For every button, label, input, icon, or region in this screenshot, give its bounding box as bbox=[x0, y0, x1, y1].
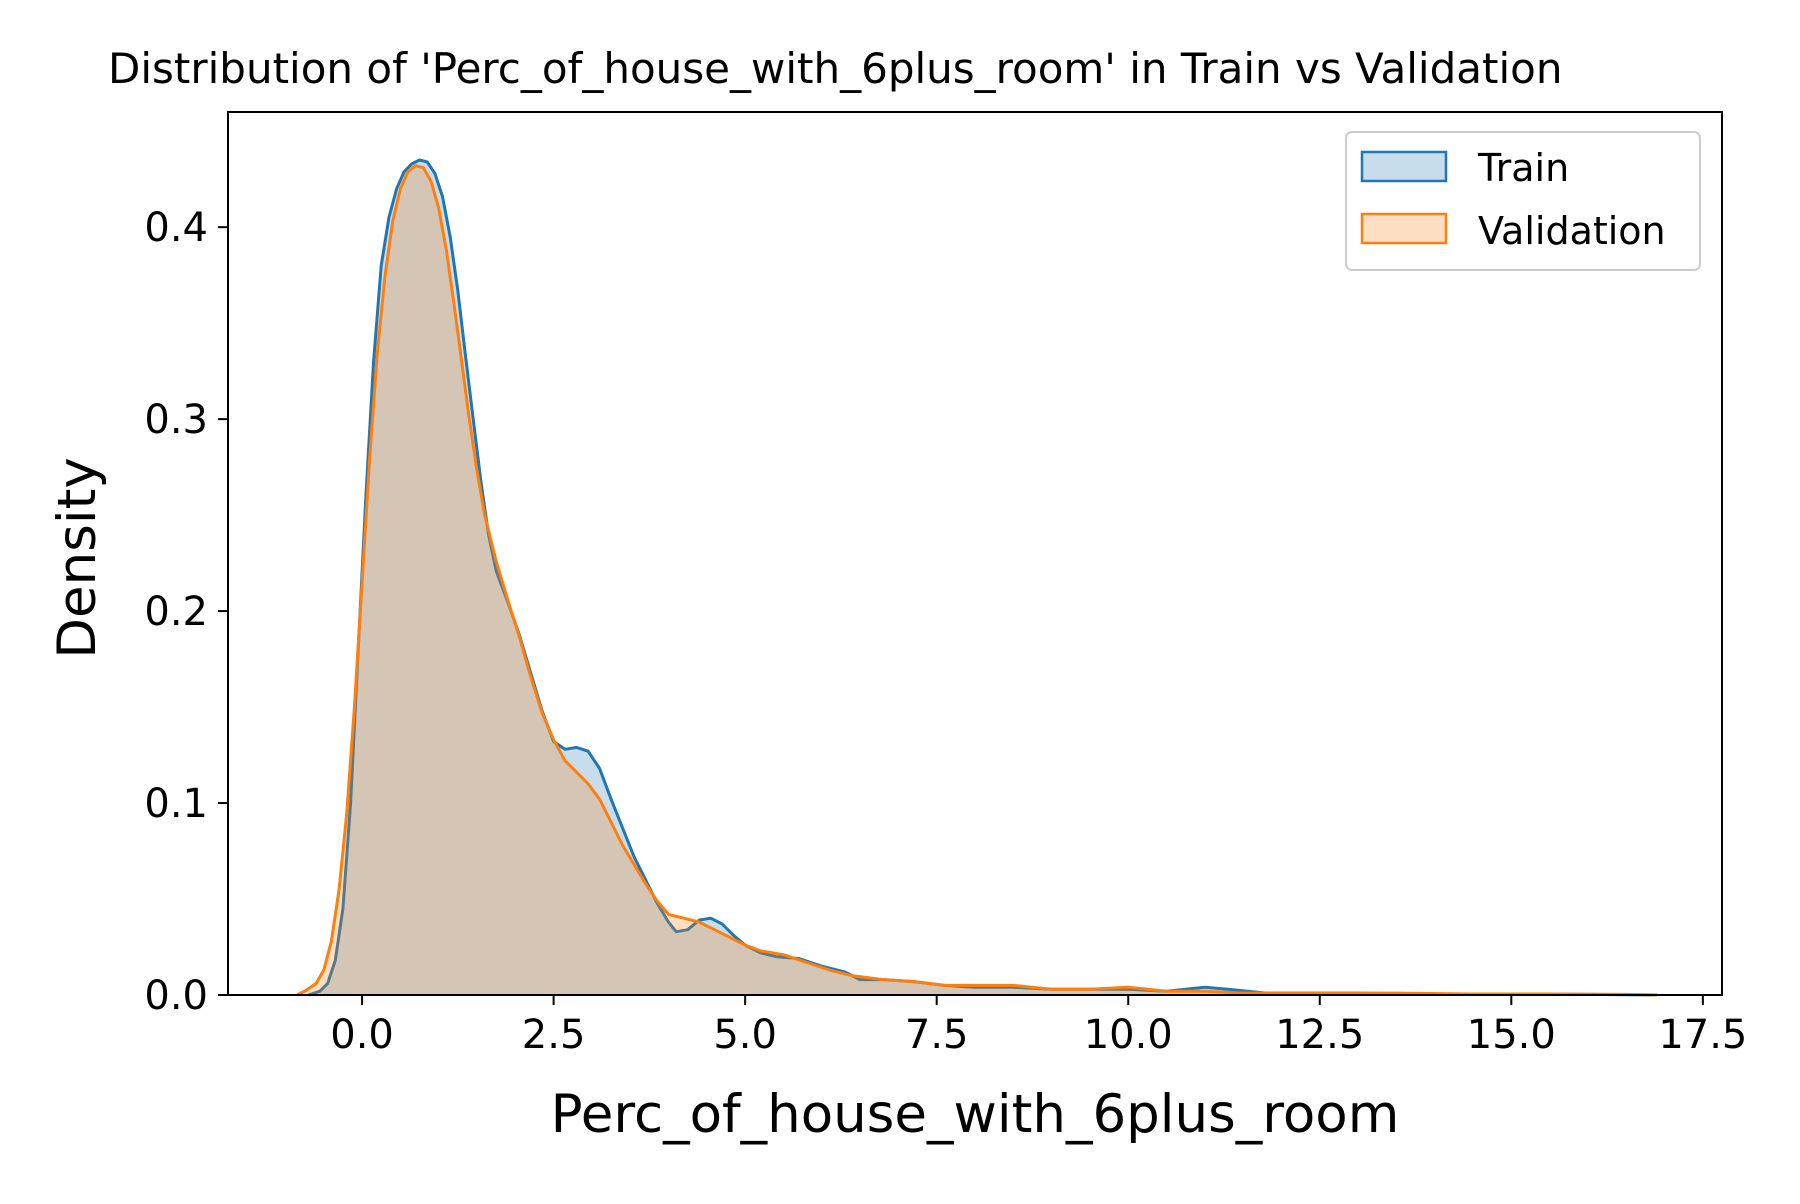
density-fill-validation bbox=[297, 165, 1657, 995]
y-tick-label: 0.3 bbox=[144, 397, 208, 443]
x-tick-label: 7.5 bbox=[905, 1012, 969, 1058]
legend-frame bbox=[1345, 131, 1701, 271]
x-tick-label: 5.0 bbox=[713, 1012, 777, 1058]
chart-title: Distribution of 'Perc_of_house_with_6plu… bbox=[108, 44, 1562, 93]
legend-label-train: Train bbox=[1477, 146, 1569, 190]
plot-area bbox=[296, 158, 1657, 997]
y-tick-label: 0.4 bbox=[144, 205, 208, 251]
x-axis: 0.0 2.5 5.0 7.5 10.0 12.5 15.0 17.5 bbox=[330, 995, 1747, 1058]
y-axis: 0.0 0.1 0.2 0.3 0.4 bbox=[144, 205, 228, 1019]
x-tick-label: 0.0 bbox=[330, 1012, 394, 1058]
legend-label-validation: Validation bbox=[1478, 209, 1666, 253]
density-line-validation bbox=[296, 164, 1657, 997]
legend: Train Validation bbox=[1345, 131, 1701, 271]
y-tick-label: 0.2 bbox=[144, 589, 208, 635]
legend-swatch-train bbox=[1360, 150, 1448, 183]
y-tick-label: 0.1 bbox=[144, 781, 208, 827]
legend-swatch-validation bbox=[1360, 212, 1448, 245]
x-tick-label: 10.0 bbox=[1084, 1012, 1173, 1058]
x-tick-label: 2.5 bbox=[522, 1012, 586, 1058]
density-fill-train bbox=[308, 160, 1657, 995]
x-axis-label: Perc_of_house_with_6plus_room bbox=[551, 1084, 1400, 1145]
y-tick-label: 0.0 bbox=[144, 973, 208, 1019]
x-tick-label: 17.5 bbox=[1658, 1012, 1747, 1058]
x-tick-label: 15.0 bbox=[1467, 1012, 1556, 1058]
y-axis-label: Density bbox=[47, 457, 108, 659]
x-tick-label: 12.5 bbox=[1275, 1012, 1364, 1058]
plot-frame bbox=[227, 111, 1723, 996]
